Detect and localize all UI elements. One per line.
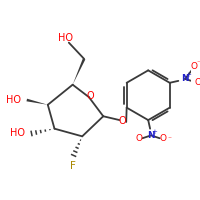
Text: O: O (195, 78, 200, 87)
Text: ⁻: ⁻ (196, 58, 200, 67)
Text: HO: HO (6, 95, 21, 105)
Text: O: O (135, 134, 142, 143)
Polygon shape (26, 99, 48, 105)
Polygon shape (73, 58, 85, 85)
Text: O: O (160, 134, 167, 143)
Text: +: + (185, 72, 191, 78)
Text: ⁻: ⁻ (167, 135, 171, 144)
Text: +: + (151, 129, 157, 135)
Text: HO: HO (10, 128, 25, 138)
Text: HO: HO (58, 33, 73, 43)
Text: O: O (86, 91, 94, 101)
Text: N: N (147, 131, 155, 140)
Text: F: F (70, 161, 76, 171)
Text: O: O (119, 116, 126, 126)
Text: N: N (181, 74, 189, 83)
Text: O: O (190, 62, 197, 71)
